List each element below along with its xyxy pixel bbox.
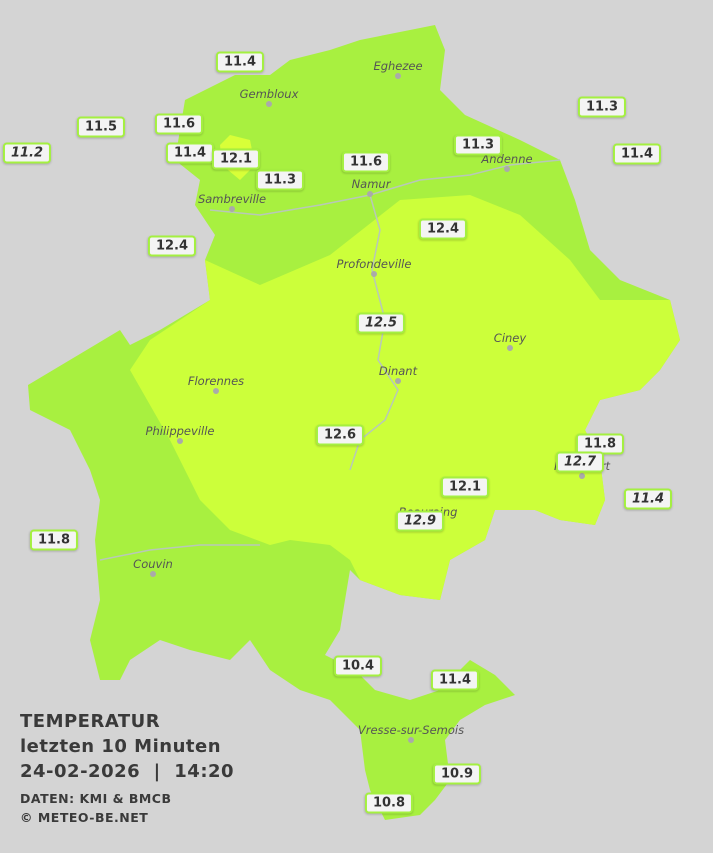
station-value: 12.1 <box>211 148 261 170</box>
station-value: 11.2 <box>2 142 52 164</box>
city-name: Namur <box>351 177 391 191</box>
city-dot <box>150 571 156 577</box>
city-dot <box>579 473 585 479</box>
station-value: 12.5 <box>356 312 406 334</box>
city-dot <box>367 191 373 197</box>
city-dot <box>266 101 272 107</box>
station-value: 11.4 <box>430 669 480 691</box>
legend-datetime: 24-02-2026 | 14:20 <box>20 761 235 782</box>
city-name: Vresse-sur-Semois <box>357 723 465 737</box>
city-name: Gembloux <box>239 87 299 101</box>
city-dot <box>213 388 219 394</box>
legend-title: TEMPERATUR <box>20 711 161 732</box>
river <box>209 159 561 216</box>
station-value: 10.4 <box>333 655 383 677</box>
city-dot <box>229 206 235 212</box>
station-value: 11.4 <box>623 488 673 510</box>
city-name: Andenne <box>481 152 533 166</box>
station-value: 12.1 <box>440 476 490 498</box>
city-dot <box>395 378 401 384</box>
warm-zone <box>130 195 680 600</box>
city-dot <box>395 73 401 79</box>
station-value: 12.4 <box>147 235 197 257</box>
city-dot <box>507 345 513 351</box>
station-value: 11.4 <box>612 143 662 165</box>
station-value: 11.6 <box>154 113 204 135</box>
station-value: 11.4 <box>215 51 265 73</box>
station-value: 12.9 <box>395 510 445 532</box>
station-value: 10.8 <box>364 792 414 814</box>
city-name: Profondeville <box>336 257 412 271</box>
river <box>99 544 260 561</box>
legend-source: DATEN: KMI & BMCB <box>20 791 172 806</box>
city-name: Philippeville <box>145 424 215 438</box>
city-dot <box>177 438 183 444</box>
city-dot <box>408 737 414 743</box>
city-name: Dinant <box>378 364 418 378</box>
station-value: 11.8 <box>575 433 625 455</box>
city-name: Ciney <box>493 331 527 345</box>
station-value: 11.3 <box>577 96 627 118</box>
legend-copyright: © METEO-BE.NET <box>20 810 149 825</box>
river <box>349 194 399 471</box>
station-value: 10.9 <box>432 763 482 785</box>
city-dot <box>504 166 510 172</box>
station-value: 12.4 <box>418 218 468 240</box>
city-name: Eghezee <box>373 59 423 73</box>
station-value: 11.3 <box>255 169 305 191</box>
station-value: 12.7 <box>555 451 605 473</box>
station-value: 11.4 <box>165 142 215 164</box>
legend-subtitle: letzten 10 Minuten <box>20 736 222 757</box>
city-name: Florennes <box>187 374 245 388</box>
station-value: 11.3 <box>453 134 503 156</box>
station-value: 11.5 <box>76 116 126 138</box>
station-value: 12.6 <box>315 424 365 446</box>
city-dot <box>371 271 377 277</box>
city-name: Couvin <box>133 557 173 571</box>
city-name: Sambreville <box>197 192 267 206</box>
station-value: 11.8 <box>29 529 79 551</box>
station-value: 11.6 <box>341 151 391 173</box>
